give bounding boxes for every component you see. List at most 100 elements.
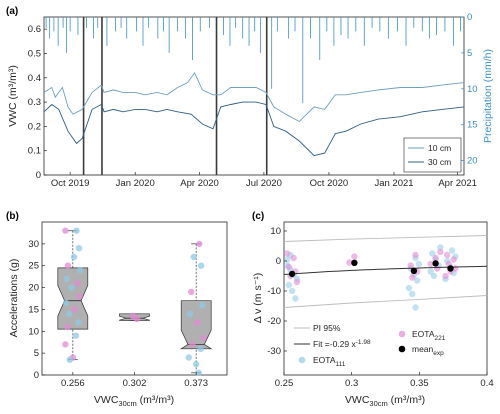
y-tick-label: 15	[28, 304, 39, 315]
x-tick-label: 0.256	[61, 378, 85, 389]
y-tick-label: 0.6	[28, 24, 41, 35]
accel-point	[186, 310, 194, 317]
acceleration-points	[62, 227, 207, 376]
x-tick-label: Oct 2019	[51, 178, 90, 189]
eota221-point	[290, 254, 297, 262]
eota111-point	[288, 287, 296, 295]
y-tick-label: 0.3	[28, 97, 41, 108]
y-tick-label: -20	[267, 316, 281, 327]
y-tick-label: 0	[36, 170, 41, 181]
accel-point	[196, 240, 203, 248]
accel-point	[76, 293, 83, 300]
x-tick-label: Apr 2020	[180, 178, 219, 189]
y-tick-label: -10	[267, 286, 281, 297]
c-ylabel: Δ v (m s⁻¹)	[252, 273, 264, 323]
eota111-point	[414, 277, 421, 284]
legend-eota111-swatch	[298, 356, 306, 364]
y-tick-label: 25	[28, 261, 39, 272]
accel-point	[74, 280, 82, 287]
panel-b: (b) 0 5 10 15 20 25 30 0.256 0.302 0.373 Acceler…	[6, 211, 228, 408]
y-tick-label: 20	[28, 283, 39, 294]
eota221-point	[442, 272, 449, 280]
pi-band	[283, 235, 488, 308]
accel-point	[71, 306, 78, 313]
legend-eota111-label: EOTA111	[313, 355, 346, 368]
y2-tick-label: 0	[467, 12, 472, 23]
eota111-point	[448, 247, 456, 254]
accel-point	[75, 319, 82, 326]
y-tick-label: 0.1	[28, 146, 41, 157]
y-tick-label: 0	[34, 370, 39, 381]
accel-point	[65, 310, 73, 317]
panel-c: (c) -30 -20 -10 0 10 0.25 0.3 0.35 0.4 Δ v (m s…	[252, 211, 494, 408]
accel-point	[73, 227, 80, 234]
y2-tick-label: 10	[467, 84, 478, 95]
y2-tick-label: 5	[467, 48, 472, 59]
accel-point	[133, 315, 141, 323]
y2-tick-label: 20	[467, 156, 478, 167]
accel-point	[197, 345, 204, 352]
accel-point	[75, 245, 83, 252]
mean-exp-point	[447, 265, 454, 272]
eota111-point	[427, 268, 434, 275]
eota221-point	[444, 251, 451, 259]
vwc-y-ticks: 0 0.1 0.2 0.3 0.4 0.5 0.6	[28, 24, 47, 181]
pi-upper-line	[283, 235, 488, 242]
gap-markers	[82, 17, 268, 175]
accel-point	[62, 341, 69, 348]
precipitation-bars	[45, 17, 461, 104]
accel-point	[62, 227, 69, 234]
vwc-lines	[43, 72, 465, 157]
b-x-ticks: 0.256 0.302 0.373	[61, 372, 208, 389]
eota111-point	[292, 295, 299, 302]
x-tick-label: Oct 2020	[310, 178, 349, 189]
date-x-ticks: Oct 2019 Jan 2020 Apr 2020 Jul 2020 Oct 2020…	[51, 172, 477, 189]
accel-point	[70, 253, 78, 261]
b-xlabel: VWC30cm (m³/m³)	[94, 394, 174, 408]
eota111-point	[430, 272, 438, 280]
accel-point	[66, 356, 74, 363]
panel-a-frame	[43, 16, 465, 176]
c-legend: PI 95% Fit =-0.29 x-1.98 EOTA111 EOTA221…	[294, 323, 446, 368]
legend-mean-label: meanexp	[412, 344, 444, 357]
mean-exp-point	[432, 260, 439, 267]
legend-30cm-label: 30 cm	[428, 157, 451, 167]
accel-point	[190, 253, 197, 261]
y-tick-label: 0	[276, 256, 281, 267]
pi-lower-line	[283, 295, 488, 308]
accel-point	[72, 332, 80, 339]
eota111-point	[437, 244, 444, 251]
precip-y-ticks: 0 5 10 15 20	[461, 12, 478, 167]
x-tick-label: 0.3	[345, 378, 358, 389]
mean-exp-point	[288, 270, 296, 278]
legend-pi-label: PI 95%	[313, 323, 341, 333]
eota221-point	[432, 254, 439, 262]
accel-point	[62, 299, 70, 307]
x-tick-label: 0.25	[275, 378, 294, 389]
x-tick-label: 0.302	[123, 378, 147, 389]
y-tick-label: -30	[267, 346, 281, 357]
y-tick-label: 30	[28, 239, 39, 250]
a-ylabel: VWC (m³/m³)	[7, 65, 19, 127]
b-y-ticks: 0 5 10 15 20 25 30	[28, 239, 45, 381]
eota221-point	[346, 259, 353, 266]
legend-mean-swatch	[398, 345, 406, 353]
y2-tick-label: 15	[467, 120, 478, 131]
panel-c-label: (c)	[252, 211, 264, 222]
b-ylabel: Accelerations (g)	[8, 259, 20, 338]
accel-point	[199, 301, 206, 309]
series-line-10cm	[43, 72, 465, 123]
mean-exp-point	[351, 259, 358, 266]
x-tick-label: 0.35	[410, 378, 429, 389]
x-tick-label: Jul 2020	[246, 178, 282, 189]
eota111-point	[412, 304, 419, 311]
box-plots	[57, 230, 213, 374]
mean-exp-points	[288, 259, 454, 278]
eota111-point	[285, 281, 293, 289]
mean-exp-point	[410, 267, 418, 275]
y-tick-label: 5	[34, 348, 39, 359]
eota221-point	[293, 278, 301, 286]
eota111-point	[415, 260, 422, 268]
eota221-point	[450, 256, 457, 263]
